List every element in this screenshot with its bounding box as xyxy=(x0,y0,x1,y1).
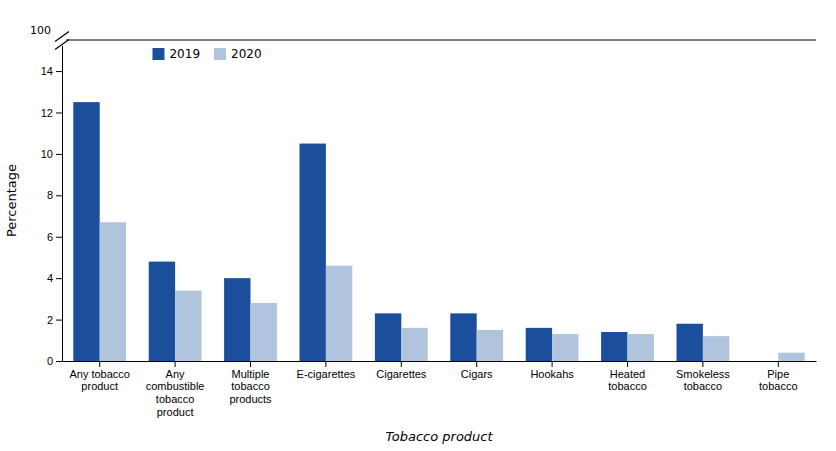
y-tick: 14 xyxy=(41,65,62,77)
x-tick-mark xyxy=(702,361,703,367)
y-tick-label: 4 xyxy=(47,272,53,284)
y-tick-label: 14 xyxy=(41,65,53,77)
x-tick-label: Hookahs xyxy=(530,368,574,380)
y-tick-mark xyxy=(56,112,62,113)
y-tick-mark xyxy=(56,237,62,238)
x-tick-mark xyxy=(250,361,251,367)
bar-series xyxy=(73,102,703,361)
legend-label: 2020 xyxy=(231,47,262,61)
legend-label: 2019 xyxy=(169,47,200,61)
y-tick: 8 xyxy=(47,189,62,201)
y-tick-label: 10 xyxy=(41,148,53,160)
x-tick: Any tobaccoproduct xyxy=(69,361,130,392)
x-axis-title: Tobacco product xyxy=(385,429,493,444)
x-tick: Hookahs xyxy=(530,361,574,380)
x-tick-mark xyxy=(778,361,779,367)
x-tick-label: Cigarettes xyxy=(376,368,427,380)
bar xyxy=(73,102,99,361)
x-tick-mark xyxy=(401,361,402,367)
bar xyxy=(552,334,578,361)
axis-break-slash xyxy=(55,40,69,50)
y-tick-mark xyxy=(56,361,62,362)
x-tick-mark xyxy=(99,361,100,367)
y-tick-mark xyxy=(56,278,62,279)
bar xyxy=(326,266,352,361)
bar xyxy=(778,353,804,361)
y-tick-label: 2 xyxy=(47,314,53,326)
legend-item: 2019 xyxy=(152,47,200,61)
x-tick: Smokelesstobacco xyxy=(676,361,730,392)
bars xyxy=(73,102,804,361)
y-tick-mark xyxy=(56,154,62,155)
annotation: 100 xyxy=(30,24,51,37)
x-tick-mark xyxy=(175,361,176,367)
x-tick-label: Any tobaccoproduct xyxy=(69,368,130,393)
y-axis-line xyxy=(62,41,63,362)
bar xyxy=(526,328,552,361)
y-tick-label: 8 xyxy=(47,189,53,201)
x-tick: Pipetobacco xyxy=(759,361,798,392)
y-tick-label: 0 xyxy=(47,355,53,367)
y-tick: 2 xyxy=(47,314,62,326)
plot: 0 2 4 6 8 10 12 14 Any tobaccoproduct Anycombusti… xyxy=(41,40,817,418)
bar xyxy=(601,332,627,361)
y-axis: 0 2 4 6 8 10 12 14 xyxy=(41,41,63,368)
x-tick-mark xyxy=(627,361,628,367)
x-tick-label: Pipetobacco xyxy=(759,368,798,393)
bar-series xyxy=(100,222,805,361)
axis-break-slash xyxy=(55,32,69,42)
bar xyxy=(375,313,401,361)
bar xyxy=(703,336,729,361)
x-tick-label: E-cigarettes xyxy=(297,368,356,380)
y-tick-mark xyxy=(56,195,62,196)
x-tick: Cigarettes xyxy=(376,361,427,380)
x-tick-label: Anycombustibletobaccoproduct xyxy=(146,368,205,418)
y-axis-title: Percentage xyxy=(4,164,19,237)
x-tick-mark xyxy=(325,361,326,367)
y-tick: 4 xyxy=(47,272,62,284)
x-tick-mark xyxy=(552,361,553,367)
y-tick: 12 xyxy=(41,107,62,119)
y-tick: 10 xyxy=(41,148,62,160)
bar xyxy=(149,262,175,361)
bar xyxy=(224,278,250,361)
y-tick-mark xyxy=(56,71,62,72)
x-tick: Cigars xyxy=(461,361,493,380)
legend-item: 2020 xyxy=(214,47,262,61)
y-tick: 0 xyxy=(47,355,62,367)
x-tick: Heatedtobacco xyxy=(608,361,647,392)
x-axis: Any tobaccoproduct Anycombustibletobaccop… xyxy=(63,361,817,418)
y-tick-label: 6 xyxy=(47,231,53,243)
bar xyxy=(752,361,778,362)
axis-break xyxy=(55,28,69,50)
x-tick-label: Multipletobaccoproducts xyxy=(229,368,272,405)
bar xyxy=(628,334,654,361)
legend: 2019 2020 xyxy=(152,47,261,61)
y-tick-mark xyxy=(56,320,62,321)
bar xyxy=(300,144,326,361)
bar xyxy=(477,330,503,361)
x-tick-label: Heatedtobacco xyxy=(608,368,647,393)
y-tick-label: 12 xyxy=(41,107,53,119)
bar xyxy=(677,324,703,361)
y-tick: 6 xyxy=(47,231,62,243)
bar xyxy=(251,303,277,361)
x-tick: Anycombustibletobaccoproduct xyxy=(146,361,205,418)
x-tick: E-cigarettes xyxy=(297,361,356,380)
plot-frame-top xyxy=(62,40,816,41)
bar xyxy=(175,291,201,361)
chart: 0 2 4 6 8 10 12 14 Any tobaccoproduct Anycombusti… xyxy=(0,0,836,451)
x-tick-mark xyxy=(476,361,477,367)
x-tick-label: Cigars xyxy=(461,368,493,380)
bar xyxy=(450,313,476,361)
bar xyxy=(100,222,126,361)
x-tick: Multipletobaccoproducts xyxy=(229,361,272,405)
x-tick-label: Smokelesstobacco xyxy=(676,368,730,393)
legend-swatch xyxy=(152,48,164,60)
legend-swatch xyxy=(214,48,226,60)
bar xyxy=(401,328,427,361)
